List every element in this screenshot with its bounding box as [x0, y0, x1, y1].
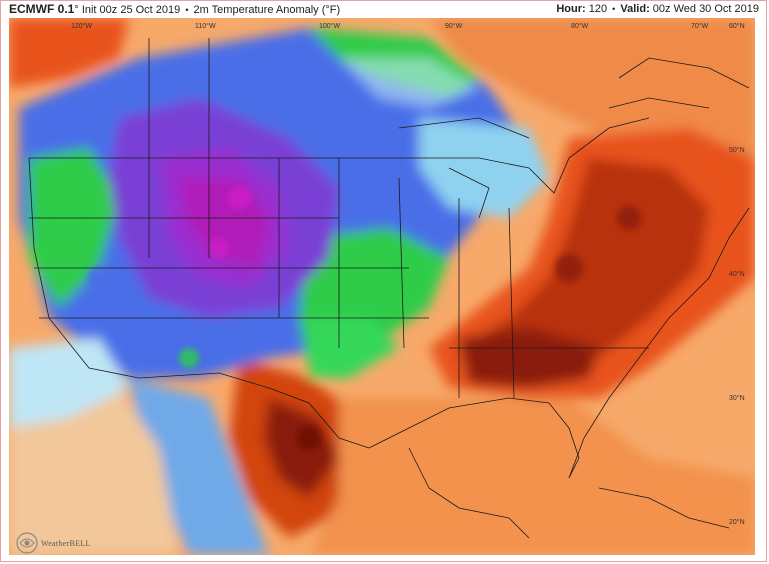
- lon-80w: 80°W: [571, 22, 589, 30]
- latitude-labels: 50°N 40°N 30°N 20°N: [729, 146, 745, 526]
- hour-value: 120: [588, 3, 608, 15]
- lat-20n: 20°N: [729, 518, 745, 526]
- anomaly-detail: [55, 186, 641, 450]
- model-name: ECMWF 0.1: [9, 2, 75, 16]
- lat-60n: 60°N: [729, 22, 745, 30]
- us-canada-border: [29, 117, 650, 194]
- header-left: ECMWF 0.1° Init 00z 25 Oct 2019 • 2m Tem…: [9, 1, 340, 19]
- atlantic-coast: [568, 207, 750, 479]
- map-header: ECMWF 0.1° Init 00z 25 Oct 2019 • 2m Tem…: [7, 1, 763, 18]
- degree-symbol: °: [74, 4, 79, 16]
- lat-40n: 40°N: [729, 270, 745, 278]
- anomaly-map-svg: 120°W 110°W 100°W 90°W 80°W 70°W 60°N 50…: [9, 18, 755, 555]
- longitude-labels: 120°W 110°W 100°W 90°W 80°W 70°W 60°N: [71, 22, 745, 30]
- lat-30n: 30°N: [729, 394, 745, 402]
- header-separator: •: [185, 5, 189, 15]
- valid-label: Valid:: [620, 3, 650, 15]
- lon-120w: 120°W: [71, 22, 92, 30]
- header-right: Hour: 120 • Valid: 00z Wed 30 Oct 2019: [556, 1, 759, 18]
- logo-swirl-icon: [16, 532, 38, 554]
- gulf-coast: [368, 397, 580, 479]
- weatherbell-logo: WeatherBELL: [15, 531, 91, 555]
- header-separator-2: •: [612, 4, 616, 14]
- borders: [28, 38, 750, 539]
- us-mexico-border: [28, 157, 370, 449]
- lat-50n: 50°N: [729, 146, 745, 154]
- logo-text: WeatherBELL: [41, 539, 91, 548]
- product-name: 2m Temperature Anomaly (°F): [193, 4, 341, 16]
- lon-70w: 70°W: [691, 22, 709, 30]
- anomaly-map: 120°W 110°W 100°W 90°W 80°W 70°W 60°N 50…: [9, 18, 755, 555]
- lon-110w: 110°W: [195, 22, 216, 30]
- hour-label: Hour:: [556, 3, 586, 15]
- lon-90w: 90°W: [445, 22, 463, 30]
- valid-value: 00z Wed 30 Oct 2019: [652, 3, 759, 15]
- anomaly-field: [9, 18, 755, 555]
- init-time: Init 00z 25 Oct 2019: [81, 4, 181, 16]
- lon-100w: 100°W: [319, 22, 340, 30]
